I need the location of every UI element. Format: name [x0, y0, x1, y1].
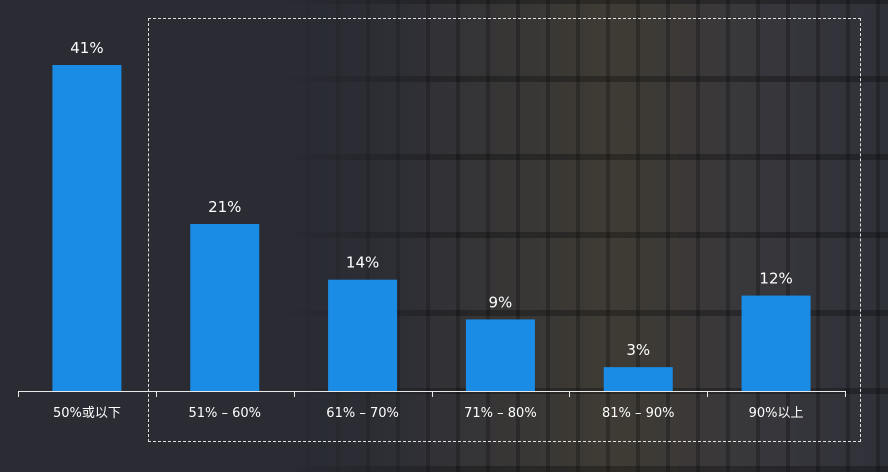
- category-labels-group: 50%或以下 51% – 60% 61% – 70% 71% – 80% 81% – 9…: [53, 406, 804, 421]
- bar: [328, 279, 398, 391]
- bar-value-label: 41%: [70, 39, 103, 57]
- x-tick-marks-group: [18, 391, 846, 397]
- bar: [603, 367, 673, 391]
- bar-value-label: 21%: [208, 198, 241, 216]
- category-label: 51% – 60%: [188, 406, 261, 421]
- category-label: 50%或以下: [53, 406, 121, 421]
- bar: [190, 224, 260, 391]
- value-labels-group: 41% 21% 14% 9% 3% 12%: [70, 39, 793, 359]
- bars-group: [52, 65, 811, 391]
- category-label: 61% – 70%: [326, 406, 399, 421]
- bar-value-label: 14%: [346, 254, 379, 272]
- category-label: 81% – 90%: [602, 406, 675, 421]
- bar: [52, 65, 122, 391]
- bar-value-label: 9%: [489, 293, 513, 311]
- category-label: 71% – 80%: [464, 406, 537, 421]
- bar-value-label: 3%: [626, 341, 650, 359]
- backdrop-fade: [280, 0, 460, 472]
- bar: [465, 319, 535, 391]
- highlight-dashed-frame: [148, 18, 861, 442]
- bar: [741, 295, 811, 391]
- bar-value-label: 12%: [759, 270, 792, 288]
- category-label: 90%以上: [749, 406, 804, 421]
